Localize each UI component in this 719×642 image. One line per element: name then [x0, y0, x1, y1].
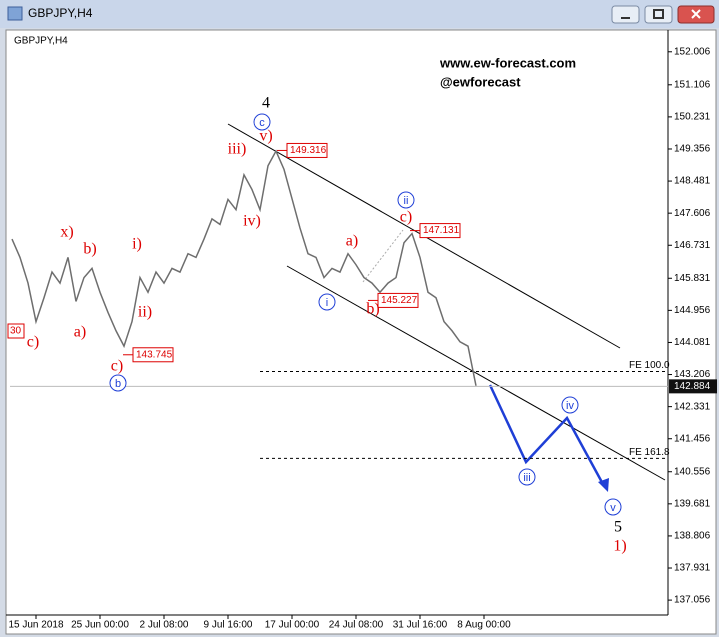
current-price-box — [669, 379, 717, 394]
price-label: 145.227 — [381, 295, 418, 306]
price-line — [11, 149, 477, 386]
price-label-box — [286, 142, 328, 158]
wave-label: iii — [523, 472, 530, 484]
x-tick-label: 25 Jun 00:00 — [71, 620, 129, 631]
wave-label: b) — [366, 301, 379, 318]
wave-circle — [397, 191, 415, 209]
y-tick-label: 140.556 — [674, 466, 711, 477]
wave-label: i) — [132, 236, 142, 253]
channel-line — [286, 265, 666, 481]
y-tick-label: 147.606 — [674, 208, 711, 219]
wave-circle — [253, 113, 271, 131]
minimize-button[interactable] — [611, 5, 640, 24]
price-label-box — [132, 347, 174, 363]
wave-label: ii) — [138, 304, 152, 321]
y-tick-label: 146.731 — [674, 240, 711, 251]
watermark: www.ew-forecast.com — [439, 55, 576, 70]
window-title: GBPJPY,H4 — [28, 6, 93, 20]
wave-label: v) — [259, 128, 272, 145]
x-tick-label: 15 Jun 2018 — [8, 620, 63, 631]
wave-label: c) — [111, 358, 123, 375]
wave-label: a) — [74, 324, 86, 341]
wave-label: iii) — [228, 141, 247, 158]
y-tick-label: 141.456 — [674, 433, 711, 444]
edge-label: 30 — [10, 326, 22, 337]
wave-circle — [518, 468, 536, 486]
y-tick-label: 150.231 — [674, 112, 711, 123]
app-icon — [7, 6, 23, 21]
wave-label: ii — [404, 195, 409, 207]
x-tick-label: 8 Aug 00:00 — [457, 620, 511, 631]
trend-line — [362, 229, 404, 283]
y-tick-label: 137.931 — [674, 563, 711, 574]
current-price-label: 142.884 — [674, 381, 711, 392]
wave-label: c) — [27, 334, 39, 351]
wave-label: b) — [83, 241, 96, 258]
fe-level-label: FE 161.8 — [629, 447, 670, 458]
projection-path — [488, 384, 606, 487]
wave-label: 1) — [613, 538, 626, 555]
wave-label: iv — [566, 400, 574, 412]
fe-level-label: FE 100.0 — [629, 360, 670, 371]
price-label: 147.131 — [423, 225, 460, 236]
close-glyph — [691, 9, 701, 19]
y-tick-label: 151.106 — [674, 79, 711, 90]
x-tick-label: 17 Jul 00:00 — [265, 620, 320, 631]
wave-label: b — [115, 378, 121, 390]
x-tick-label: 9 Jul 16:00 — [204, 620, 253, 631]
wave-label: c — [259, 117, 265, 129]
wave-label: 4 — [262, 95, 270, 112]
wave-circle — [604, 498, 622, 516]
price-label: 143.745 — [136, 349, 173, 360]
x-tick-label: 2 Jul 08:00 — [140, 620, 189, 631]
y-tick-label: 144.081 — [674, 337, 711, 348]
y-tick-label: 144.956 — [674, 305, 711, 316]
x-tick-label: 31 Jul 16:00 — [393, 620, 448, 631]
chart-area — [5, 29, 717, 635]
wave-label: x) — [60, 224, 73, 241]
x-tick-label: 24 Jul 08:00 — [329, 620, 384, 631]
y-tick-label: 145.831 — [674, 273, 711, 284]
wave-label: iv) — [243, 213, 261, 230]
edge-label-box — [7, 323, 25, 339]
y-tick-label: 148.481 — [674, 176, 711, 187]
projection-arrowhead — [598, 478, 609, 492]
wave-circle — [318, 293, 336, 311]
maximize-button[interactable] — [644, 5, 673, 24]
price-label: 149.316 — [290, 145, 327, 156]
y-tick-label: 138.806 — [674, 531, 711, 542]
y-tick-label: 152.006 — [674, 46, 711, 57]
maximize-glyph — [653, 9, 664, 19]
wave-circle — [109, 374, 127, 392]
wave-label: i — [326, 297, 328, 309]
price-label-box — [377, 292, 419, 308]
wave-label: v — [610, 502, 616, 514]
chart-symbol: GBPJPY,H4 — [14, 36, 68, 47]
y-tick-label: 139.681 — [674, 498, 711, 509]
wave-label: a) — [346, 233, 358, 250]
watermark: @ewforecast — [440, 74, 521, 89]
wave-label: c) — [400, 209, 412, 226]
y-tick-label: 137.056 — [674, 595, 711, 606]
y-tick-label: 149.356 — [674, 144, 711, 155]
price-label-box — [419, 223, 461, 239]
title-bar — [0, 0, 719, 28]
y-tick-label: 143.206 — [674, 369, 711, 380]
wave-label: 5 — [614, 519, 622, 536]
wave-circle — [561, 396, 579, 414]
y-tick-label: 142.331 — [674, 401, 711, 412]
